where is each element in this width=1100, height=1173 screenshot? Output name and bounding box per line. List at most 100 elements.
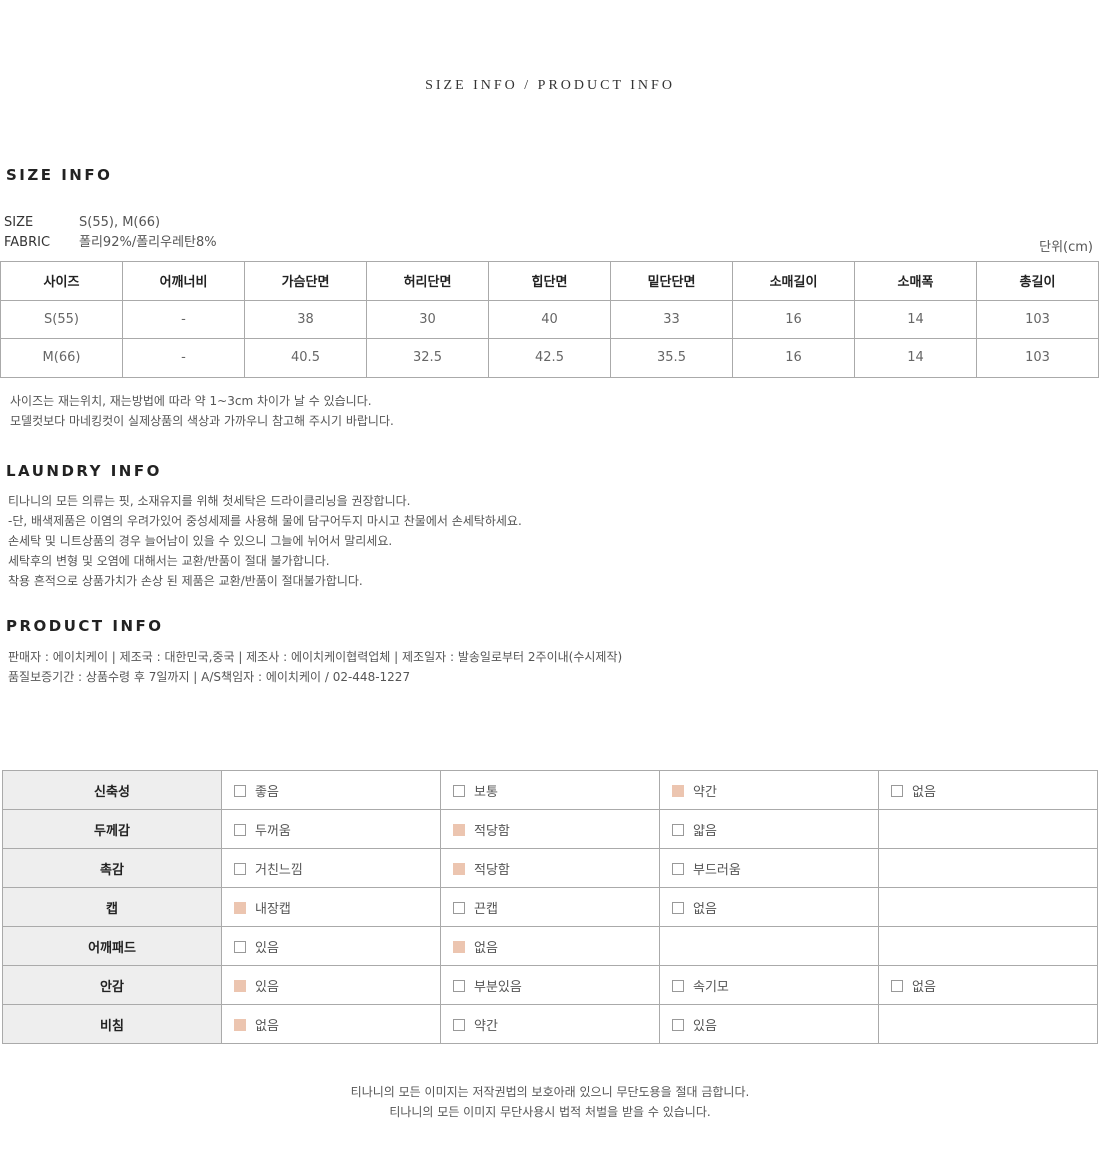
attribute-option-cell: 좋음 xyxy=(221,770,441,810)
attribute-label: 캡 xyxy=(2,887,222,927)
attribute-row: 캡 내장캡 끈캡 없음 xyxy=(2,887,1098,927)
option-label: 적당함 xyxy=(474,823,510,839)
option-label: 약간 xyxy=(693,784,717,800)
unchecked-box-icon xyxy=(672,901,684,914)
laundry-line: -단, 배색제품은 이염의 우려가있어 중성세제를 사용해 물에 담구어두지 마… xyxy=(8,514,522,528)
attribute-option-cell xyxy=(878,1004,1098,1044)
table-cell: 103 xyxy=(976,338,1099,378)
option-label: 속기모 xyxy=(693,979,729,995)
note-line: 사이즈는 재는위치, 재는방법에 따라 약 1~3cm 차이가 날 수 있습니다… xyxy=(10,394,372,408)
table-cell: 40.5 xyxy=(244,338,367,378)
option-label: 없음 xyxy=(474,940,498,956)
attribute-option-cell: 거친느낌 xyxy=(221,848,441,888)
header-cell: 어깨너비 xyxy=(122,261,245,301)
checked-box-icon xyxy=(453,823,465,836)
attribute-row: 두께감 두꺼움 적당함 얇음 xyxy=(2,809,1098,849)
unchecked-box-icon xyxy=(672,862,684,875)
attribute-option-cell: 약간 xyxy=(440,1004,660,1044)
table-cell: - xyxy=(122,299,245,339)
attribute-option-cell xyxy=(878,926,1098,966)
unchecked-box-icon xyxy=(234,862,246,875)
unchecked-box-icon xyxy=(234,940,246,953)
option-label: 얇음 xyxy=(693,823,717,839)
laundry-line: 세탁후의 변형 및 오염에 대해서는 교환/반품이 절대 불가합니다. xyxy=(8,554,330,568)
option-label: 거친느낌 xyxy=(255,862,303,878)
table-cell: 16 xyxy=(732,299,855,339)
footer-line: 티나니의 모든 이미지 무단사용시 법적 처벌을 받을 수 있습니다. xyxy=(389,1105,711,1119)
header-cell: 힙단면 xyxy=(488,261,611,301)
unchecked-box-icon xyxy=(453,901,465,914)
attribute-label: 신축성 xyxy=(2,770,222,810)
option-label: 없음 xyxy=(693,901,717,917)
checked-box-icon xyxy=(234,1018,246,1031)
attribute-option-cell: 없음 xyxy=(878,770,1098,810)
header-cell: 소매폭 xyxy=(854,261,977,301)
option-label: 내장캡 xyxy=(255,901,291,917)
unit-label: 단위(cm) xyxy=(1039,240,1093,255)
size-label: SIZE xyxy=(4,215,34,230)
attribute-option-cell: 있음 xyxy=(659,1004,879,1044)
attribute-option-cell: 두꺼움 xyxy=(221,809,441,849)
table-cell: 16 xyxy=(732,338,855,378)
size-line: SIZE S(55), M(66) xyxy=(4,213,160,233)
option-label: 약간 xyxy=(474,1018,498,1034)
table-cell: M(66) xyxy=(0,338,123,378)
checked-box-icon xyxy=(234,979,246,992)
attribute-option-cell: 속기모 xyxy=(659,965,879,1005)
unchecked-box-icon xyxy=(891,979,903,992)
laundry-line: 착용 흔적으로 상품가치가 손상 된 제품은 교환/반품이 절대불가합니다. xyxy=(8,574,363,588)
unchecked-box-icon xyxy=(672,823,684,836)
checked-box-icon xyxy=(453,862,465,875)
attribute-option-cell xyxy=(878,848,1098,888)
header-cell: 가슴단면 xyxy=(244,261,367,301)
attribute-option-cell: 있음 xyxy=(221,926,441,966)
attribute-option-cell: 약간 xyxy=(659,770,879,810)
size-info-heading: SIZE INFO xyxy=(6,166,113,184)
attribute-label: 두께감 xyxy=(2,809,222,849)
size-table: 사이즈 어깨너비 가슴단면 허리단면 힙단면 밑단단면 소매길이 소매폭 총길이 S(55) -38… xyxy=(0,261,1099,378)
option-label: 좋음 xyxy=(255,784,279,800)
attribute-label: 어깨패드 xyxy=(2,926,222,966)
attribute-row: 어깨패드 있음 없음 xyxy=(2,926,1098,966)
size-table-header: 사이즈 어깨너비 가슴단면 허리단면 힙단면 밑단단면 소매길이 소매폭 총길이 xyxy=(0,261,1099,301)
attribute-option-cell: 끈캡 xyxy=(440,887,660,927)
attribute-option-cell: 보통 xyxy=(440,770,660,810)
table-cell: 42.5 xyxy=(488,338,611,378)
product-line: 판매자 : 에이치케이 | 제조국 : 대한민국,중국 | 제조사 : 에이치케… xyxy=(8,650,623,664)
attribute-row: 비침 없음 약간 있음 xyxy=(2,1004,1098,1044)
table-cell: 40 xyxy=(488,299,611,339)
header-cell: 총길이 xyxy=(976,261,1099,301)
table-cell: 103 xyxy=(976,299,1099,339)
table-cell: 33 xyxy=(610,299,733,339)
copyright-footer: 티나니의 모든 이미지는 저작권법의 보호아래 있으니 무단도용을 절대 금합니… xyxy=(0,1082,1100,1122)
attribute-row: 신축성 좋음 보통 약간 없음 xyxy=(2,770,1098,810)
attribute-label: 비침 xyxy=(2,1004,222,1044)
laundry-line: 손세탁 및 니트상품의 경우 늘어남이 있을 수 있으니 그늘에 뉘어서 말리세… xyxy=(8,534,393,548)
attribute-option-cell xyxy=(659,926,879,966)
table-cell: 30 xyxy=(366,299,489,339)
attribute-option-cell: 부분있음 xyxy=(440,965,660,1005)
unchecked-box-icon xyxy=(672,1018,684,1031)
unchecked-box-icon xyxy=(891,784,903,797)
attribute-label: 안감 xyxy=(2,965,222,1005)
unchecked-box-icon xyxy=(672,979,684,992)
fabric-label: FABRIC xyxy=(4,235,51,250)
laundry-lines: 티나니의 모든 의류는 핏, 소재유지를 위해 첫세탁은 드라이클리닝을 권장합… xyxy=(8,491,522,591)
unchecked-box-icon xyxy=(234,823,246,836)
attribute-option-cell: 있음 xyxy=(221,965,441,1005)
fabric-value: 폴리92%/폴리우레탄8% xyxy=(79,235,217,250)
checked-box-icon xyxy=(453,940,465,953)
attribute-table: 신축성 좋음 보통 약간 없음 두께감 두꺼움 적당함 얇음 촉감 거친느낌 적당함 부드러움 캡 내장캡 끈… xyxy=(2,770,1098,1044)
page-title: SIZE INFO / PRODUCT INFO xyxy=(425,78,675,93)
option-label: 있음 xyxy=(255,940,279,956)
table-cell: 35.5 xyxy=(610,338,733,378)
attribute-option-cell: 없음 xyxy=(878,965,1098,1005)
laundry-info-heading: LAUNDRY INFO xyxy=(6,462,162,480)
fabric-line: FABRIC 폴리92%/폴리우레탄8% xyxy=(4,233,217,253)
header-cell: 밑단단면 xyxy=(610,261,733,301)
product-line: 품질보증기간 : 상품수령 후 7일까지 | A/S책임자 : 에이치케이 / … xyxy=(8,670,411,684)
attribute-row: 안감 있음 부분있음 속기모 없음 xyxy=(2,965,1098,1005)
product-info-heading: PRODUCT INFO xyxy=(6,617,164,635)
attribute-option-cell: 없음 xyxy=(440,926,660,966)
unchecked-box-icon xyxy=(453,979,465,992)
